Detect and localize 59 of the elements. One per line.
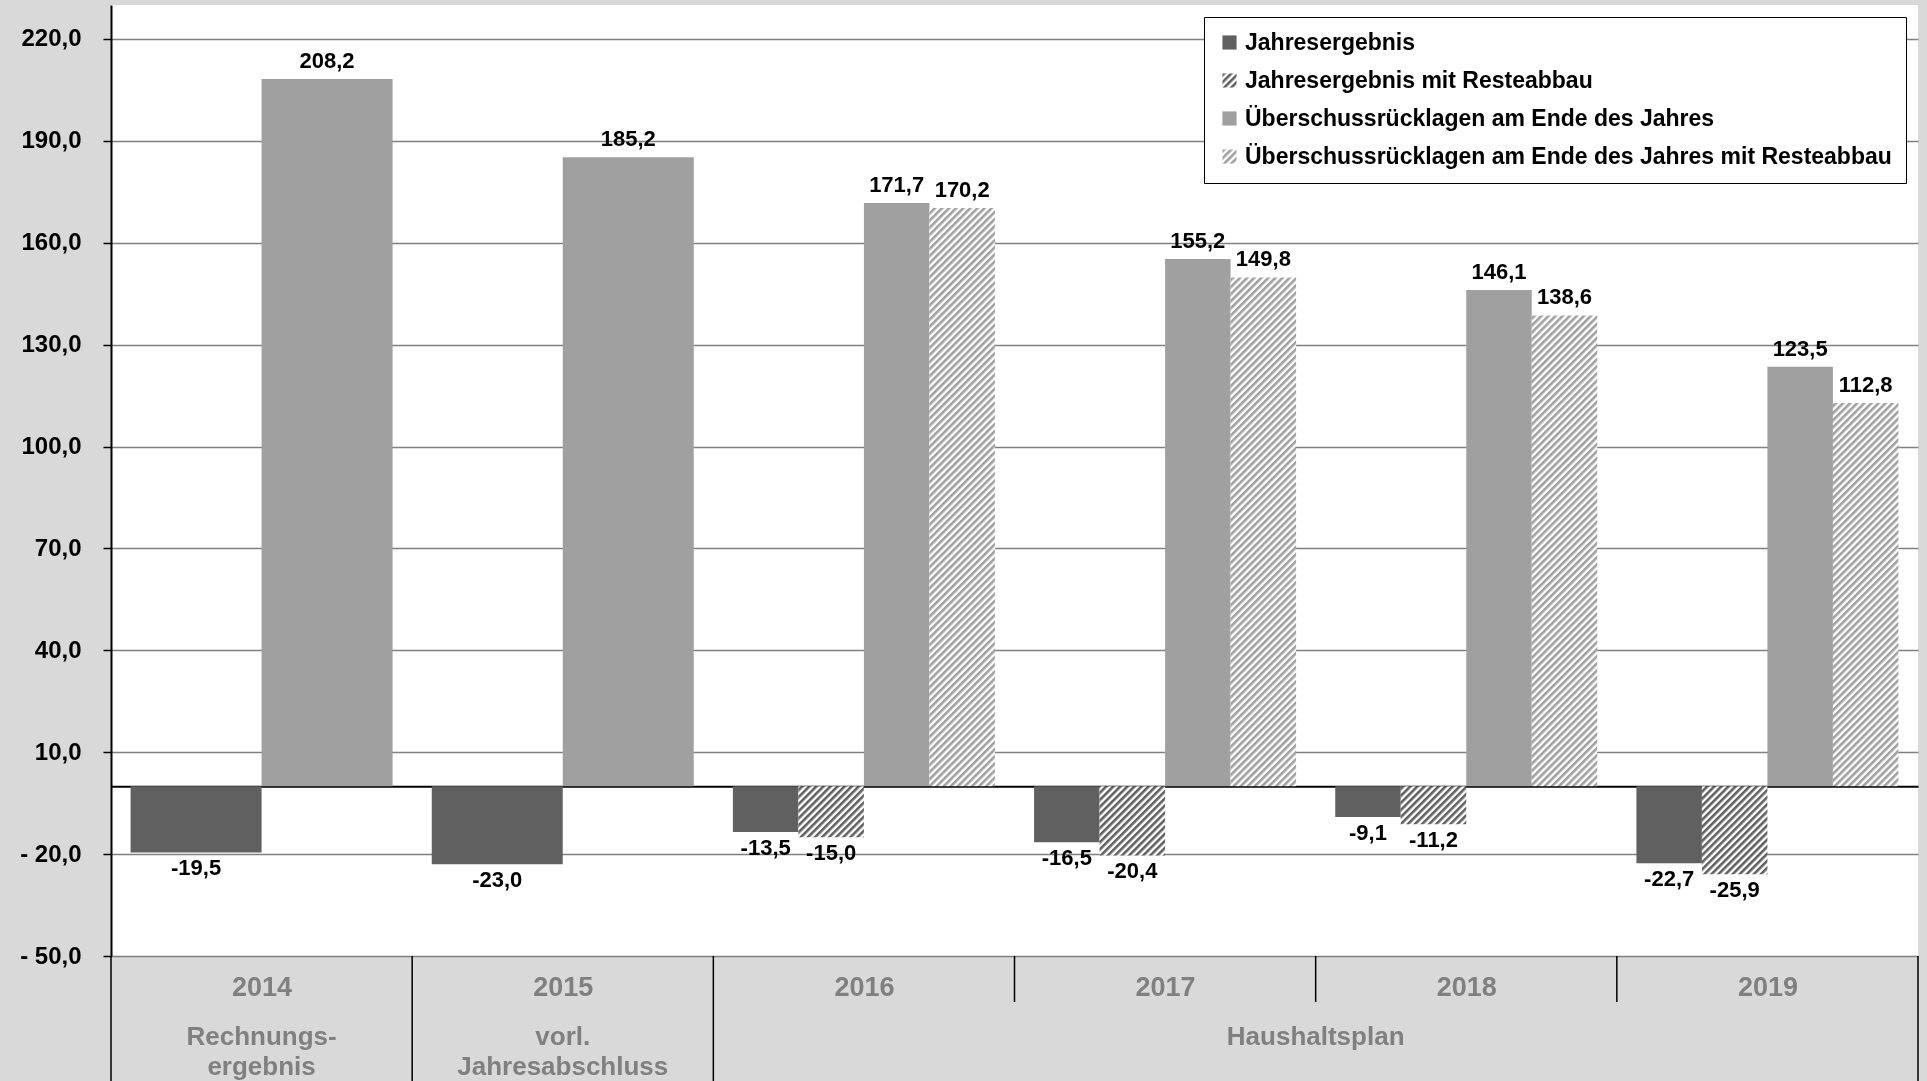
data-label: 171,7 xyxy=(869,172,925,198)
legend-label: Überschussrücklagen am Ende des Jahres mit Resteabbau xyxy=(1245,142,1892,169)
x-tick-label: 2017 xyxy=(1135,971,1196,1002)
bar xyxy=(798,786,864,838)
data-label: 123,5 xyxy=(1772,335,1828,361)
bar xyxy=(1531,315,1598,787)
data-label: -15,0 xyxy=(806,840,857,866)
data-label: 149,8 xyxy=(1235,246,1291,272)
legend-label: Überschussrücklagen am Ende des Jahres xyxy=(1245,104,1715,131)
data-label: 155,2 xyxy=(1170,228,1226,254)
data-label: -11,2 xyxy=(1409,827,1458,853)
bar xyxy=(1701,786,1768,875)
bar xyxy=(1335,786,1401,818)
y-tick-label: 130,0 xyxy=(21,330,82,358)
data-label: 146,1 xyxy=(1471,258,1527,284)
y-tick-label: 220,0 xyxy=(21,24,82,52)
data-label: -16,5 xyxy=(1041,845,1092,871)
y-tick-label: 190,0 xyxy=(21,126,82,154)
y-tick-label: - 50,0 xyxy=(20,941,82,969)
data-label: -22,7 xyxy=(1644,866,1695,892)
bar xyxy=(1400,786,1467,825)
bar xyxy=(929,208,995,787)
y-tick-label: 160,0 xyxy=(21,228,82,256)
x-tick-label: 2015 xyxy=(533,971,594,1002)
data-label: 138,6 xyxy=(1536,284,1593,310)
data-label: -23,0 xyxy=(472,867,523,893)
data-label: -25,9 xyxy=(1709,877,1760,903)
bar xyxy=(1767,366,1833,787)
bar xyxy=(863,203,930,787)
bar xyxy=(1466,289,1532,787)
y-tick-label: - 20,0 xyxy=(20,839,82,867)
legend-label: Jahresergebnis mit Resteabbau xyxy=(1245,66,1593,93)
bar xyxy=(1636,786,1702,864)
data-label: 185,2 xyxy=(600,126,656,152)
bar xyxy=(732,786,799,833)
bar xyxy=(1165,259,1231,787)
data-label: -20,4 xyxy=(1107,858,1159,884)
text: vorl. Jahresabschluss xyxy=(457,1021,669,1081)
data-label: 208,2 xyxy=(299,48,355,74)
x-tick-label: 2018 xyxy=(1436,971,1497,1002)
data-label: -19,5 xyxy=(171,855,222,881)
bar xyxy=(1034,786,1100,843)
x-tick-label: 2016 xyxy=(834,971,895,1002)
y-tick-label: 100,0 xyxy=(21,432,82,460)
text: Rechnungs- ergebnis xyxy=(186,1021,337,1081)
y-tick-label: 70,0 xyxy=(34,533,82,561)
legend-label: Jahresergebnis xyxy=(1245,28,1416,55)
x-tick-label: 2019 xyxy=(1737,971,1798,1002)
data-label: -13,5 xyxy=(740,835,791,861)
y-tick-label: 10,0 xyxy=(34,737,82,765)
text: Haushaltsplan xyxy=(1226,1021,1405,1051)
data-label: 112,8 xyxy=(1838,372,1893,398)
bar xyxy=(1230,277,1297,787)
x-tick-label: 2014 xyxy=(232,971,293,1002)
bar xyxy=(1099,786,1166,856)
bar xyxy=(1832,403,1899,787)
y-tick-label: 40,0 xyxy=(34,635,82,663)
data-label: 170,2 xyxy=(934,177,990,203)
data-label: -9,1 xyxy=(1349,820,1387,846)
